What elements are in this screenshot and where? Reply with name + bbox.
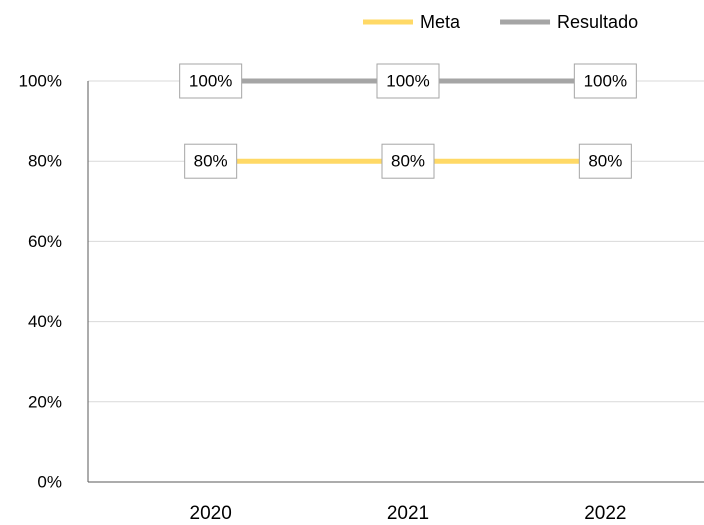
y-tick-label: 40% bbox=[28, 312, 62, 331]
y-tick-label: 0% bbox=[37, 472, 62, 491]
legend-label: Meta bbox=[420, 12, 461, 32]
data-label-box bbox=[179, 63, 243, 99]
x-tick-label: 2020 bbox=[190, 503, 232, 524]
data-label: 80% bbox=[194, 152, 228, 171]
x-tick-label: 2021 bbox=[387, 503, 429, 524]
data-label-box bbox=[184, 143, 238, 179]
data-label-box bbox=[381, 143, 435, 179]
data-label: 80% bbox=[588, 152, 622, 171]
data-label: 80% bbox=[391, 152, 425, 171]
y-tick-label: 20% bbox=[28, 392, 62, 411]
data-label-box bbox=[578, 143, 632, 179]
data-label: 100% bbox=[189, 71, 232, 90]
x-tick-label: 2022 bbox=[584, 503, 626, 524]
legend-label: Resultado bbox=[557, 12, 638, 32]
y-tick-label: 80% bbox=[28, 152, 62, 171]
y-tick-label: 100% bbox=[19, 71, 62, 90]
data-label-box bbox=[573, 63, 637, 99]
y-tick-label: 60% bbox=[28, 232, 62, 251]
data-label: 100% bbox=[386, 71, 429, 90]
data-label: 100% bbox=[584, 71, 627, 90]
data-label-box bbox=[376, 63, 440, 99]
